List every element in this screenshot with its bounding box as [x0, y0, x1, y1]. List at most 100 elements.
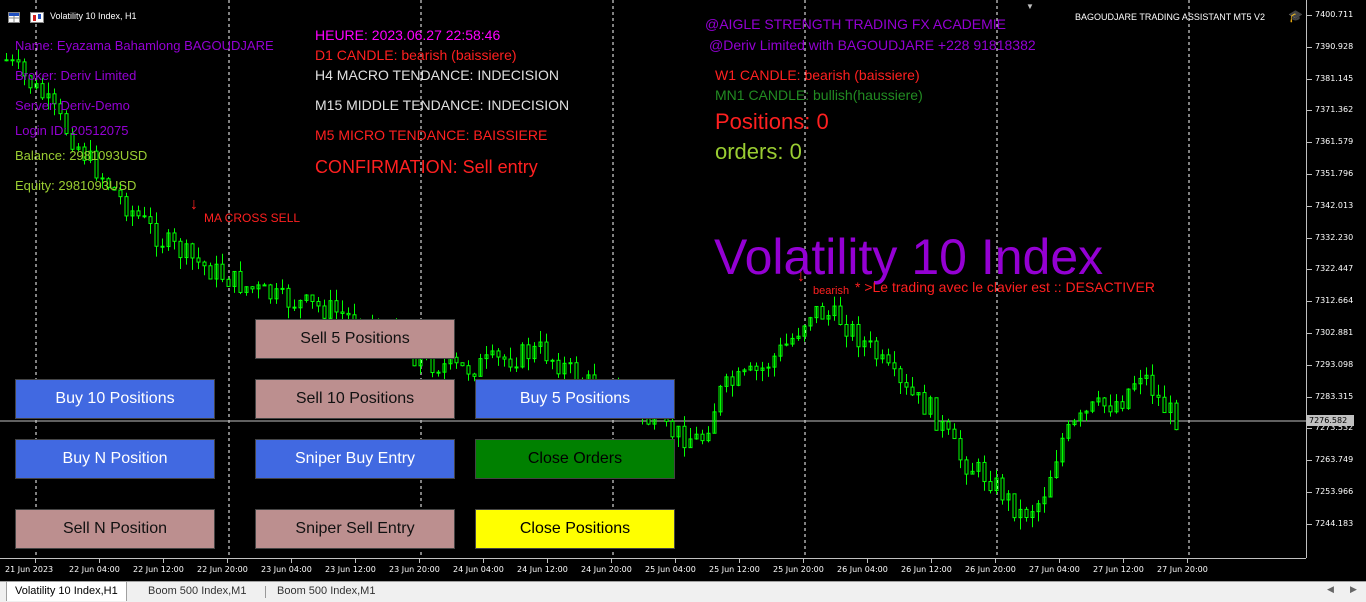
candle-body [70, 132, 75, 150]
sell-5-positions-button[interactable]: Sell 5 Positions [255, 319, 455, 359]
sell-n-position-button[interactable]: Sell N Position [15, 509, 215, 549]
candle-body [34, 83, 39, 89]
close-positions-button[interactable]: Close Positions [475, 509, 675, 549]
candle-body [472, 373, 477, 377]
time-label: 27 Jun 20:00 [1157, 565, 1208, 574]
time-label: 26 Jun 04:00 [837, 565, 888, 574]
sell-10-positions-button[interactable]: Sell 10 Positions [255, 379, 455, 419]
candle-body [250, 286, 255, 290]
account-balance: Balance: 2981093USD [15, 148, 148, 163]
time-tick [867, 559, 868, 563]
candle-body [706, 432, 711, 442]
scroll-left-icon[interactable]: ◀ [1327, 584, 1334, 594]
candle-body [76, 146, 81, 150]
candle-body [502, 356, 507, 360]
candle-body [562, 362, 567, 375]
candle-body [940, 421, 945, 431]
candle-body [310, 294, 315, 302]
price-label: 7322.447 [1315, 264, 1354, 274]
bearish-label: bearish [813, 285, 850, 297]
candle-body [166, 232, 171, 248]
heure-label: HEURE: 2023.06.27 22:58:46 [315, 27, 501, 43]
chart-type-icon[interactable] [30, 10, 44, 23]
time-label: 22 Jun 04:00 [69, 565, 120, 574]
tab-boom-500-m1-a[interactable]: Boom 500 Index,M1 [148, 585, 247, 597]
assistant-label: BAGOUDJARE TRADING ASSISTANT MT5 V2 [1075, 12, 1266, 22]
tab-boom-500-m1-b[interactable]: Boom 500 Index,M1 [277, 585, 376, 597]
candle-body [910, 386, 915, 396]
candle-body [256, 284, 261, 290]
candle-body [154, 222, 159, 247]
scroll-right-icon[interactable]: ▶ [1350, 584, 1357, 594]
candle-body [454, 356, 459, 364]
account-broker: Broker: Deriv Limited [15, 68, 137, 83]
buy-n-position-button[interactable]: Buy N Position [15, 439, 215, 479]
candle-body [784, 343, 789, 346]
candle-body [1024, 508, 1029, 518]
sell-arrow-icon: ↓ [190, 196, 198, 213]
candle-body [1060, 437, 1065, 463]
time-tick [291, 559, 292, 563]
candle-body [226, 278, 231, 287]
candle-body [1114, 401, 1119, 413]
candle-body [136, 210, 141, 217]
price-scale[interactable]: 7400.711 7390.928 7381.145 7371.362 7361.579… [1306, 0, 1366, 558]
candle-body [1096, 397, 1101, 403]
price-label: 7400.711 [1315, 10, 1354, 19]
chart-area[interactable]: Volatility 10 Index, H1 Name: Eyazama Ba… [0, 0, 1306, 558]
candle-body [208, 265, 213, 280]
price-label: 7371.362 [1315, 105, 1354, 115]
candle-body [1054, 461, 1059, 478]
time-axis[interactable]: 21 Jun 2023 22 Jun 04:00 22 Jun 12:00 22 Ju… [0, 558, 1306, 581]
price-label: 7381.145 [1315, 73, 1354, 83]
mn1-candle-label: MN1 CANDLE: bullish(haussiere) [715, 87, 923, 103]
graduation-cap-icon: 🎓 [1288, 9, 1303, 23]
time-label: 24 Jun 20:00 [581, 565, 632, 574]
candle-body [742, 369, 747, 373]
candle-body [1000, 477, 1005, 501]
time-tick [1059, 559, 1060, 563]
time-tick [675, 559, 676, 563]
price-tick [1307, 174, 1312, 175]
time-tick [99, 559, 100, 563]
candle-body [58, 103, 63, 115]
candle-body [1048, 476, 1053, 498]
tab-volatility-10-h1[interactable]: Volatility 10 Index,H1 [6, 582, 127, 601]
collapse-arrow-icon[interactable]: ▼ [1026, 2, 1034, 11]
price-tick [1307, 396, 1312, 398]
candle-body [490, 350, 495, 356]
candle-body [1102, 397, 1107, 407]
candle-body [274, 288, 279, 300]
sniper-buy-entry-button[interactable]: Sniper Buy Entry [255, 439, 455, 479]
academy-label: @AIGLE STRENGTH TRADING FX ACADEMIE [705, 16, 1006, 32]
candle-body [28, 75, 33, 89]
price-label: 7390.928 [1315, 41, 1354, 51]
candle-body [790, 337, 795, 345]
candle-body [124, 196, 129, 217]
candle-body [886, 354, 891, 364]
candle-body [94, 150, 99, 179]
time-label: 27 Jun 12:00 [1093, 565, 1144, 574]
candle-body [1090, 401, 1095, 412]
candle-body [862, 340, 867, 348]
price-tick [1307, 333, 1312, 334]
price-label: 7263.749 [1315, 455, 1354, 465]
time-tick [355, 559, 356, 563]
candle-body [316, 300, 321, 307]
candle-body [988, 481, 993, 492]
candle-body [982, 461, 987, 483]
candle-body [130, 210, 135, 217]
candle-body [1012, 493, 1017, 519]
chart-grid-icon[interactable] [8, 10, 20, 23]
candle-body [238, 270, 243, 293]
candle-body [904, 382, 909, 388]
candle-body [796, 335, 801, 339]
buy-10-positions-button[interactable]: Buy 10 Positions [15, 379, 215, 419]
close-orders-button[interactable]: Close Orders [475, 439, 675, 479]
sniper-sell-entry-button[interactable]: Sniper Sell Entry [255, 509, 455, 549]
buy-5-positions-button[interactable]: Buy 5 Positions [475, 379, 675, 419]
account-server: Server: Deriv-Demo [15, 98, 130, 113]
price-label: 7302.881 [1315, 328, 1354, 337]
candle-body [694, 433, 699, 440]
candle-body [934, 397, 939, 431]
